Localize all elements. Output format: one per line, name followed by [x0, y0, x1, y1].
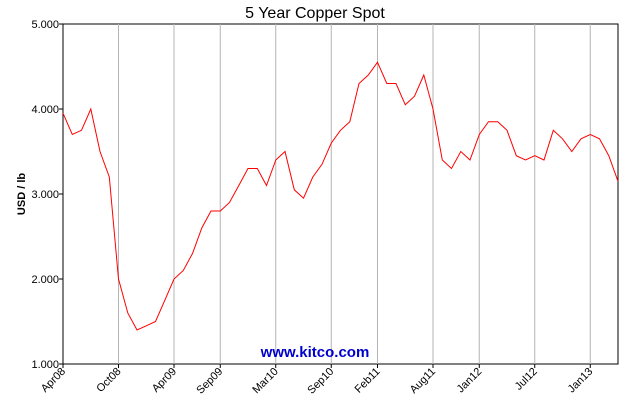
chart-title: 5 Year Copper Spot: [245, 5, 385, 22]
y-tick-label: 1.000: [31, 359, 59, 371]
grid-lines: [118, 24, 591, 364]
y-tick-label: 2.000: [31, 274, 59, 286]
y-tick-label: 3.000: [31, 189, 59, 201]
x-tick-label: Sep10: [305, 366, 336, 397]
x-tick-label: Jan12: [455, 366, 485, 396]
x-axis: Apr08 Oct08 Apr09 Sep09 Mar10 Sep10 Feb11 Aug11…: [39, 364, 595, 397]
x-tick-label: Feb11: [353, 366, 383, 396]
x-tick-label: Apr09: [150, 366, 179, 395]
watermark: www.kitco.com: [260, 344, 370, 361]
y-tick-label: 4.000: [31, 104, 59, 116]
series-line: [62, 61, 619, 331]
x-tick-label: Jul12: [513, 366, 540, 393]
y-axis-label: USD / lb: [16, 173, 28, 215]
x-tick-label: Sep09: [194, 366, 225, 397]
plot-area: [62, 23, 619, 365]
y-tick-label: 5.000: [31, 19, 59, 31]
x-tick-label: Oct08: [94, 366, 123, 395]
x-tick-label: Aug11: [408, 366, 438, 396]
y-axis: 1.000 2.000 3.000 4.000 5.000: [31, 19, 63, 371]
x-tick-label: Mar10: [250, 366, 281, 397]
x-tick-label: Jan13: [566, 366, 596, 396]
